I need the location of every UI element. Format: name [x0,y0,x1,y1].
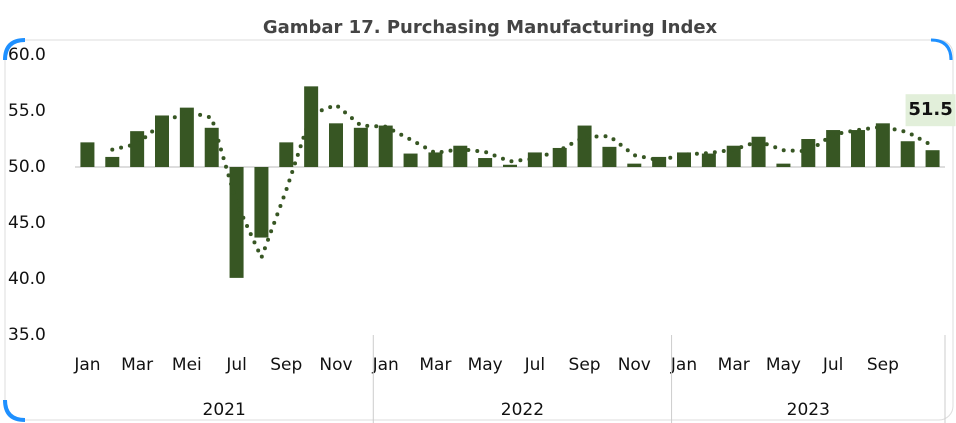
bar [503,164,517,167]
data-label: 51.5 [908,99,952,120]
group-label: 2021 [203,400,246,420]
x-tick-label: Jan [73,355,100,375]
bar [80,142,95,167]
bar [851,130,865,167]
x-tick-label: May [766,355,801,375]
bar [875,123,890,167]
bar [776,163,791,167]
y-tick-label: 35.0 [8,325,46,345]
bar [751,136,766,167]
bar [279,142,294,167]
bar [329,123,343,167]
bar [130,131,145,167]
bar [179,107,194,167]
x-tick-label: Sep [569,355,601,375]
bar [155,115,169,167]
y-tick-label: 60.0 [8,45,46,65]
y-tick-label: 50.0 [8,157,46,177]
corner [3,399,26,422]
bar [726,145,741,167]
x-tick-label: May [468,355,503,375]
corner [3,38,26,61]
y-tick-label: 55.0 [8,101,46,121]
bar [652,156,667,167]
x-tick-label: Mar [121,355,153,375]
bar [105,156,120,167]
bar [378,125,393,167]
corner [930,38,953,61]
bar [577,125,592,167]
data-label-box [905,94,956,127]
x-tick-label: Nov [319,355,352,375]
bar [925,150,940,167]
bar [428,152,443,167]
group-label: 2023 [787,400,830,420]
bar [403,153,418,167]
x-tick-label: Sep [270,355,302,375]
x-tick-label: Jul [524,355,546,375]
chart-title: Gambar 17. Purchasing Manufacturing Inde… [263,17,718,38]
bar [353,127,368,167]
bar [229,167,244,278]
x-tick-label: Mar [718,355,750,375]
x-tick-label: Mar [419,355,451,375]
bar [826,130,841,167]
bar [304,86,319,167]
bar [701,153,716,167]
x-tick-label: Jul [225,355,247,375]
group-label: 2022 [501,400,544,420]
bar [602,146,617,167]
x-tick-label: Jan [670,355,697,375]
bar [254,167,269,238]
x-tick-label: Mei [172,355,202,375]
bar [801,139,816,167]
x-tick-label: Nov [618,355,651,375]
x-tick-label: Jul [822,355,844,375]
bar [453,145,468,167]
x-tick-label: Sep [867,355,899,375]
bar [900,141,915,167]
frame [4,39,954,421]
bar [204,127,219,167]
y-tick-label: 45.0 [8,213,46,233]
bar [627,163,642,167]
x-tick-label: Jan [372,355,399,375]
bar [478,158,493,167]
y-tick-label: 40.0 [8,269,46,289]
